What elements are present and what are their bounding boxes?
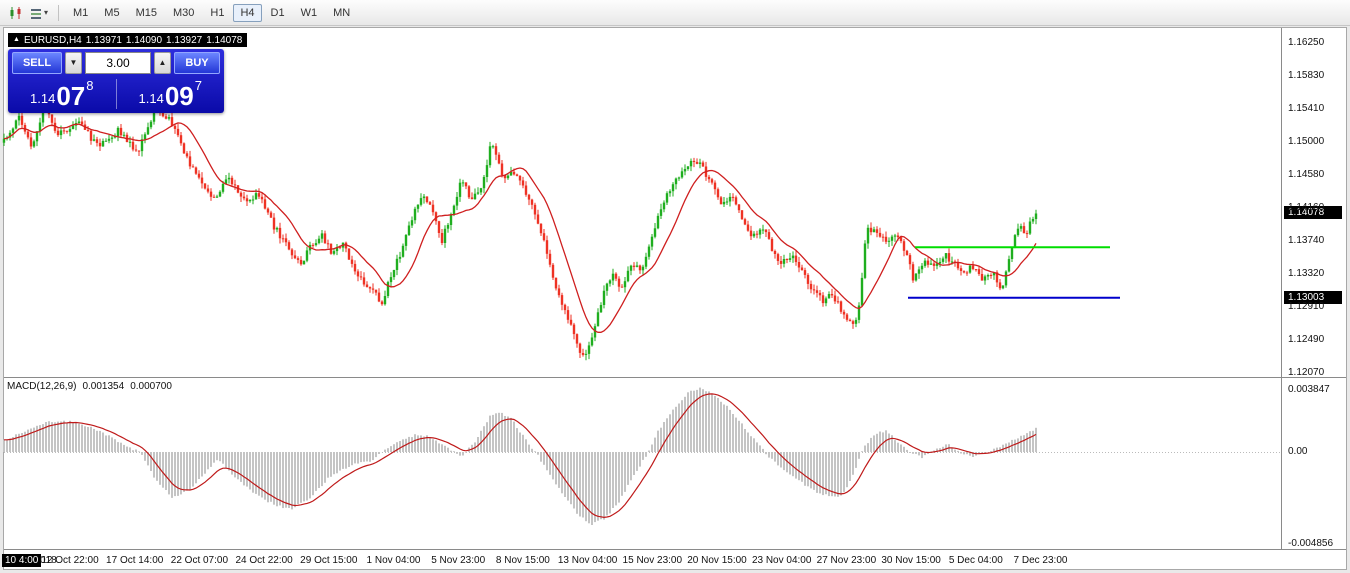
time-axis-badge: 10 4:00 (2, 554, 42, 567)
quote-divider (115, 79, 117, 109)
high-value: 1.14090 (125, 34, 163, 46)
buy-price-quote[interactable]: 1.14 09 7 (117, 76, 225, 112)
sell-price-big: 07 (56, 81, 86, 112)
sell-price-pip: 8 (86, 78, 94, 93)
ohlc-header: ▲ EURUSD,H4 1.13971 1.14090 1.13927 1.14… (8, 33, 248, 47)
candlestick-chart-icon[interactable] (5, 3, 27, 23)
candlestick-glyph (10, 6, 21, 19)
current-price-badge: 1.14078 (1284, 206, 1342, 219)
volume-increase-button[interactable]: ▲ (154, 52, 171, 74)
buy-price-prefix: 1.14 (138, 91, 164, 106)
sell-button[interactable]: SELL (12, 52, 62, 74)
timeframe-button-m30[interactable]: M30 (172, 6, 195, 19)
quote-row: 1.14 07 8 1.14 09 7 (8, 76, 224, 112)
one-click-trading-panel: SELL ▼ ▲ BUY 1.14 07 8 1.14 09 7 (8, 49, 224, 113)
trade-controls-row: SELL ▼ ▲ BUY (8, 52, 224, 74)
timeframe-button-mn[interactable]: MN (333, 6, 351, 19)
buy-price-big: 09 (164, 81, 194, 112)
macd-signal-value: 0.000700 (130, 381, 172, 392)
symbol-label: EURUSD,H4 (23, 34, 82, 46)
chart-style-icon[interactable]: ▾ (27, 3, 51, 23)
timeframe-button-d1[interactable]: D1 (270, 6, 285, 19)
timeframe-button-m5[interactable]: M5 (104, 6, 120, 19)
level-price-badge: 1.13003 (1284, 291, 1342, 304)
chart-style-glyph (31, 8, 41, 19)
timeframe-button-h1[interactable]: H1 (210, 6, 225, 19)
timeframe-button-w1[interactable]: W1 (300, 6, 318, 19)
collapse-panel-icon[interactable]: ▲ (13, 36, 20, 43)
buy-button[interactable]: BUY (174, 52, 220, 74)
time-axis-badge-suffix: 018 (40, 555, 57, 566)
macd-title: MACD(12,26,9) (7, 381, 77, 392)
timeframe-button-m15[interactable]: M15 (135, 6, 157, 19)
buy-price-pip: 7 (194, 78, 202, 93)
toolbar: ▾ M1 M5 M15 M30 H1 H4 D1 W1 MN (0, 0, 1350, 26)
volume-input[interactable] (85, 52, 151, 74)
macd-main-value: 0.001354 (82, 381, 125, 392)
chart-window (3, 27, 1347, 570)
open-value: 1.13971 (85, 34, 122, 46)
sell-price-prefix: 1.14 (30, 91, 56, 106)
timeframe-button-m1[interactable]: M1 (73, 6, 89, 19)
timeframe-button-h4[interactable]: H4 (233, 3, 262, 22)
volume-decrease-button[interactable]: ▼ (65, 52, 82, 74)
macd-indicator-label: MACD(12,26,9) 0.001354 0.000700 (7, 381, 172, 392)
toolbar-separator (58, 4, 60, 21)
low-value: 1.13927 (166, 34, 203, 46)
sell-price-quote[interactable]: 1.14 07 8 (8, 76, 116, 112)
close-value: 1.14078 (206, 34, 243, 46)
chevron-down-icon: ▾ (44, 8, 49, 17)
timeframe-buttons: M1 M5 M15 M30 H1 H4 D1 W1 MN (66, 3, 357, 22)
